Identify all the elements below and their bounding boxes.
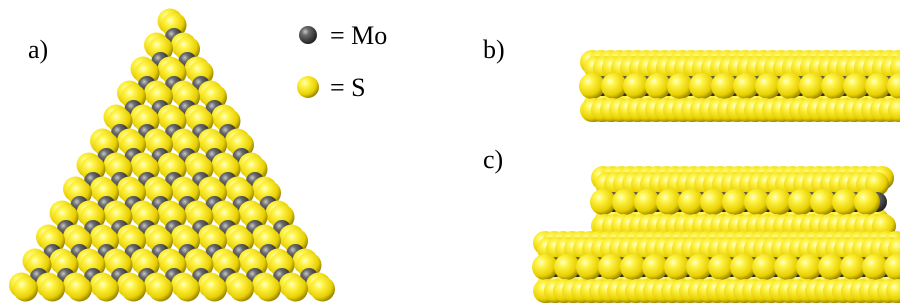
s-atom	[283, 277, 308, 302]
figure: a) b) c) = Mo = S	[0, 0, 900, 308]
legend-label: = Mo	[330, 21, 387, 50]
s-atom	[229, 277, 254, 302]
legend-s-atom	[297, 76, 319, 98]
atom-models	[9, 9, 900, 304]
s-atom	[256, 277, 281, 302]
s-atom	[310, 277, 335, 302]
legend-label: = S	[330, 73, 366, 102]
s-atom	[854, 189, 880, 215]
s-atom	[67, 277, 92, 302]
s-atom	[175, 277, 200, 302]
s-atom	[148, 277, 173, 302]
s-atom	[13, 277, 38, 302]
panel-label: b)	[483, 35, 505, 64]
panel-label: a)	[28, 35, 48, 64]
s-atom	[94, 277, 119, 302]
s-atom	[202, 277, 227, 302]
s-atom	[40, 277, 65, 302]
panel-label: c)	[483, 145, 503, 174]
s-atom	[121, 277, 146, 302]
legend-mo-atom	[299, 26, 317, 44]
